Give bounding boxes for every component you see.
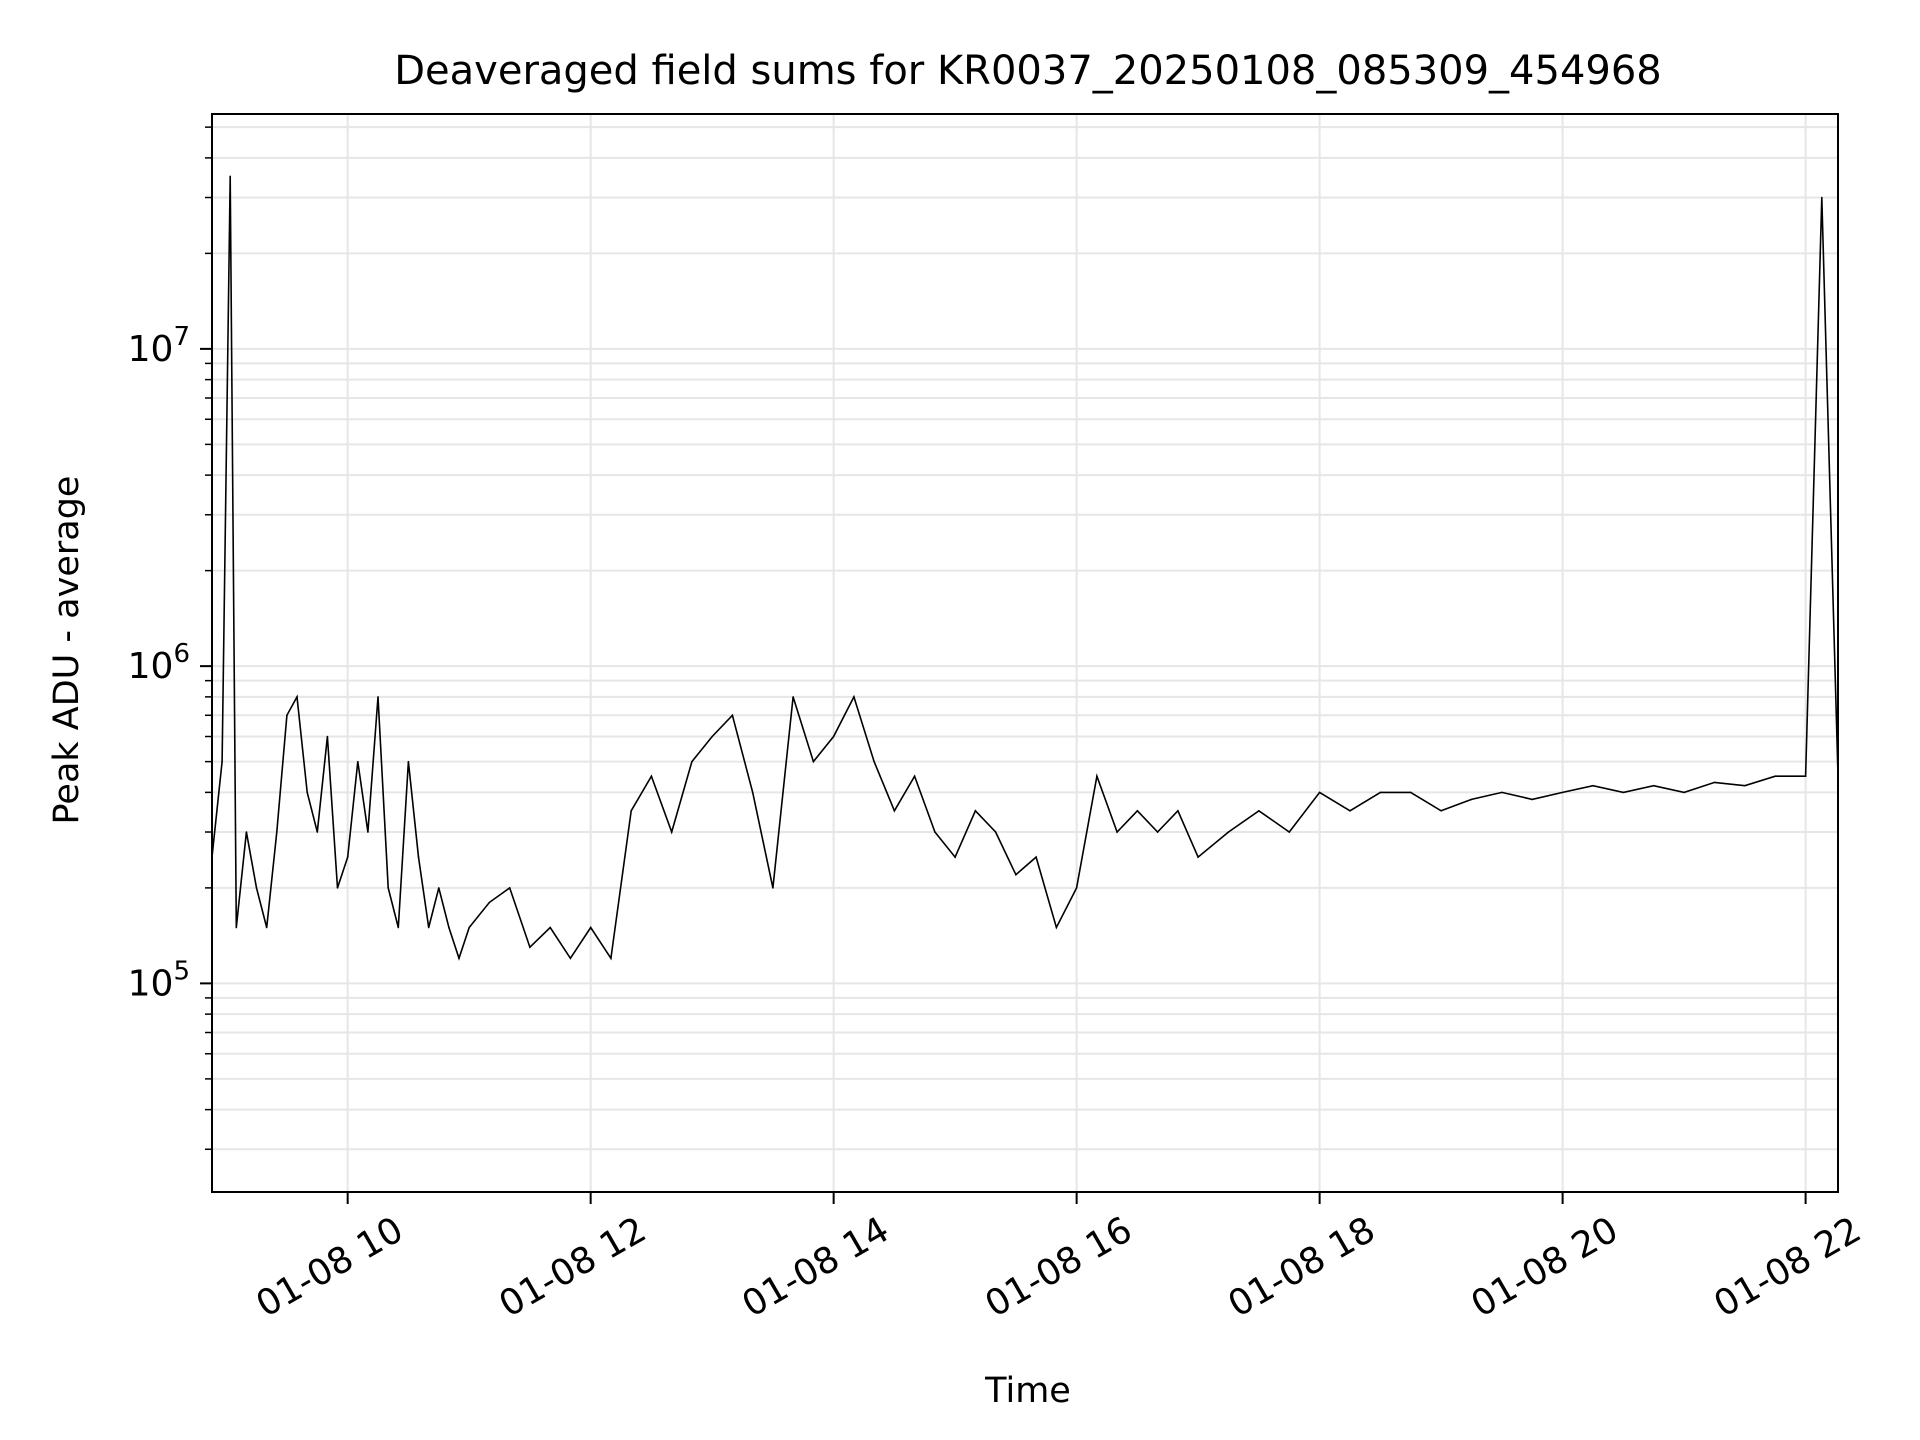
data-point	[893, 809, 896, 812]
data-point	[336, 887, 339, 889]
data-point	[1713, 781, 1716, 784]
data-point	[356, 760, 359, 763]
data-point	[1096, 775, 1098, 777]
data-point	[1055, 926, 1058, 929]
data-point	[1015, 873, 1017, 876]
data-point	[1470, 798, 1473, 801]
data-point	[1561, 791, 1564, 794]
data-point	[437, 887, 440, 889]
data-point	[417, 856, 420, 858]
x-axis-label: Time	[984, 1371, 1071, 1411]
data-point	[549, 926, 551, 929]
data-point	[1288, 831, 1291, 833]
data-point	[1774, 775, 1777, 777]
data-point	[1821, 196, 1823, 199]
data-point	[1035, 856, 1037, 858]
data-point	[1379, 791, 1382, 794]
data-point	[670, 831, 673, 833]
data-point	[934, 831, 936, 833]
data-point	[316, 831, 319, 833]
data-point	[974, 809, 977, 812]
data-point	[1744, 784, 1746, 787]
data-point	[630, 809, 632, 812]
data-point	[1177, 809, 1179, 812]
data-point	[1683, 791, 1685, 794]
data-point	[1116, 831, 1118, 833]
data-point	[832, 735, 835, 738]
data-point	[1156, 831, 1159, 833]
data-point	[235, 926, 238, 929]
data-point	[326, 735, 329, 738]
data-point	[853, 696, 855, 698]
data-point	[731, 714, 734, 717]
y-tick-label: 105	[128, 956, 190, 1004]
plot-frame	[211, 113, 1839, 1193]
data-point	[407, 760, 410, 763]
data-point	[589, 926, 592, 929]
data-point	[427, 926, 430, 929]
data-point	[296, 696, 298, 698]
data-point	[397, 926, 400, 929]
data-point	[367, 831, 369, 833]
data-point	[792, 696, 794, 698]
data-point	[508, 887, 511, 889]
data-point	[306, 791, 308, 794]
chart-title: Deaveraged field sums for KR0037_2025010…	[394, 48, 1662, 94]
data-point	[1258, 809, 1260, 812]
data-point	[1622, 791, 1625, 794]
data-point	[913, 775, 916, 777]
data-point	[255, 887, 258, 889]
data-point	[229, 175, 232, 178]
data-point	[873, 760, 875, 763]
data-point	[1136, 809, 1139, 812]
data-point	[448, 926, 450, 929]
data-point	[458, 957, 460, 960]
data-point	[711, 735, 713, 738]
data-point	[488, 901, 491, 904]
data-point	[1501, 791, 1503, 794]
data-point	[812, 760, 815, 763]
data-point	[1804, 775, 1807, 777]
data-point	[265, 926, 268, 929]
data-point	[1075, 887, 1078, 889]
data-point	[286, 714, 288, 717]
data-point	[691, 760, 693, 763]
data-point	[1440, 809, 1442, 812]
data-point	[1227, 831, 1230, 833]
y-tick-label: 107	[128, 322, 190, 370]
data-point	[221, 760, 223, 763]
data-point	[610, 957, 612, 960]
data-point	[650, 775, 653, 777]
data-point	[377, 696, 379, 698]
data-point	[245, 831, 248, 833]
data-point	[1349, 809, 1351, 812]
data-point	[1652, 784, 1655, 787]
data-point	[275, 831, 278, 833]
data-point	[954, 856, 956, 858]
data-point	[751, 791, 754, 794]
data-point	[1409, 791, 1412, 794]
data-point	[1531, 798, 1534, 801]
data-point	[387, 887, 389, 889]
data-point	[1197, 856, 1199, 858]
grid	[212, 114, 1838, 1192]
data-point	[468, 926, 470, 929]
y-tick-label: 106	[128, 639, 190, 687]
data-point	[1318, 791, 1321, 794]
data-point	[1592, 784, 1594, 787]
data-point	[529, 946, 531, 949]
y-axis-label: Peak ADU - average	[47, 476, 87, 825]
data-point	[569, 957, 572, 960]
series-layer	[211, 175, 1839, 961]
data-point	[772, 887, 774, 889]
data-point	[346, 856, 349, 858]
data-point	[994, 831, 997, 833]
